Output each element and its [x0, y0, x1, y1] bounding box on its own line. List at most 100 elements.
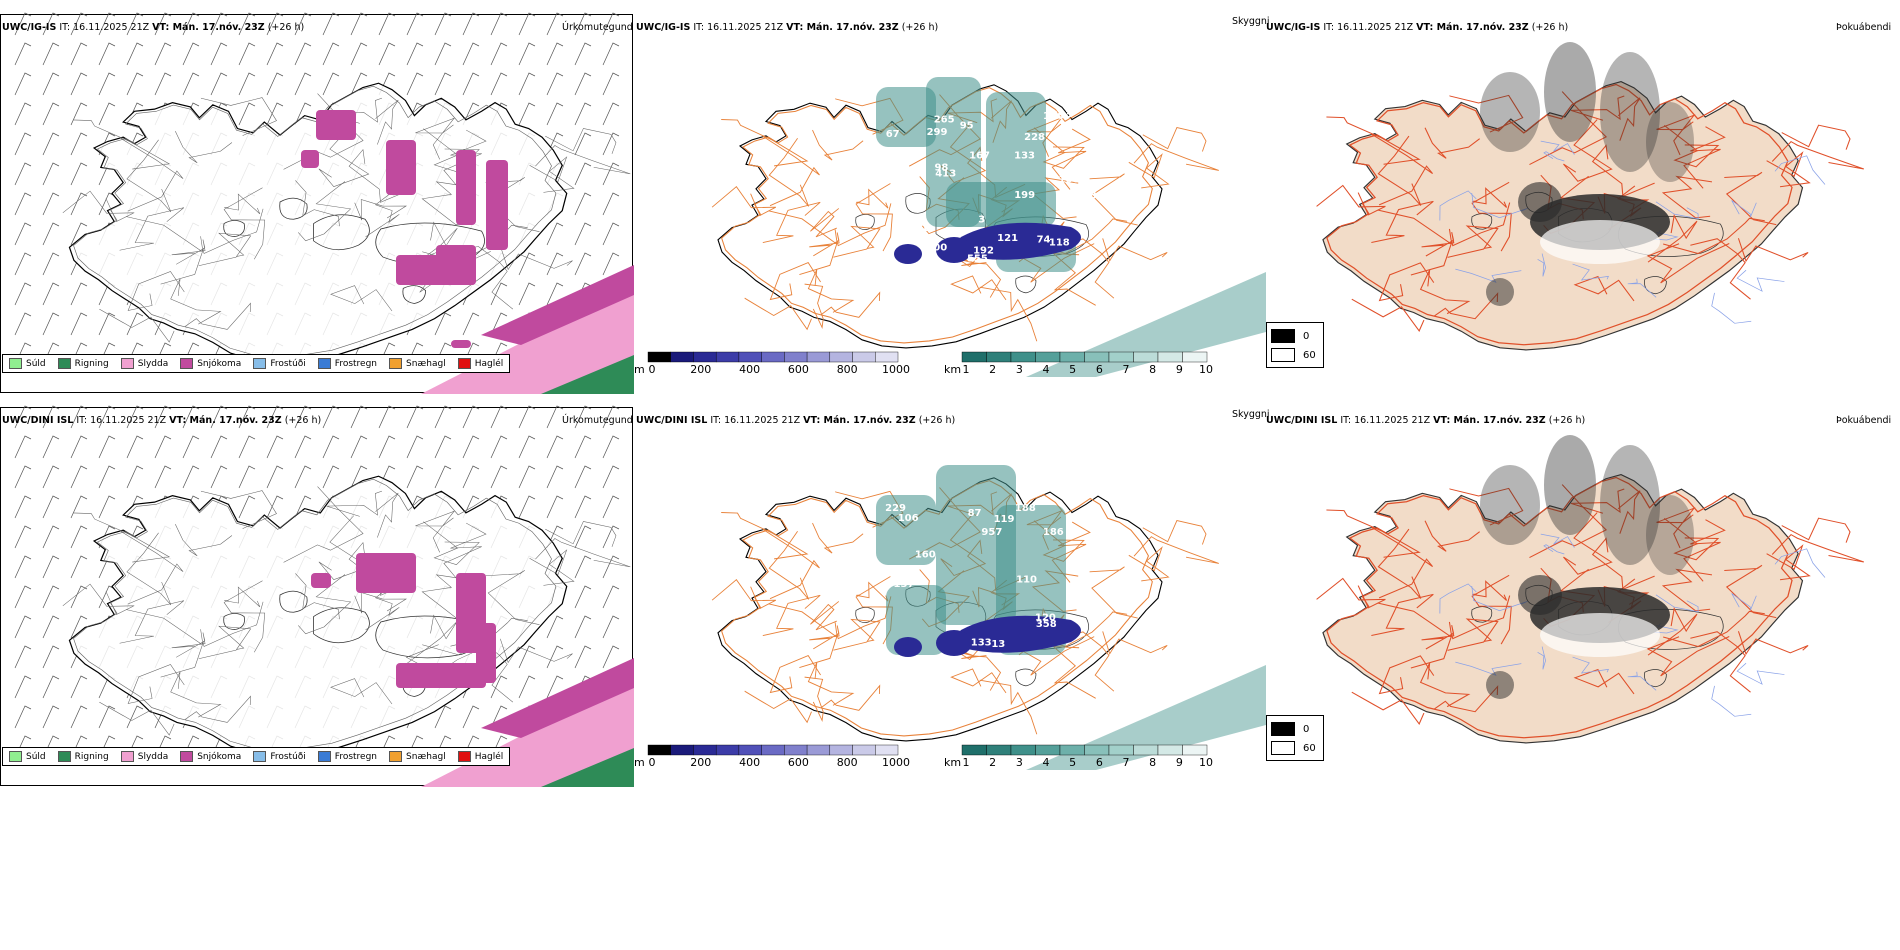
lead-time: (+26 h)	[918, 415, 956, 426]
road-line	[529, 549, 575, 586]
wind-barb	[518, 282, 536, 306]
road-line	[1142, 520, 1207, 545]
river-line	[1572, 263, 1610, 281]
wind-barb	[434, 42, 452, 66]
wind-barb	[154, 465, 172, 489]
wind-barb	[14, 585, 32, 609]
road-line	[721, 119, 809, 167]
road-line	[1646, 243, 1730, 284]
wind-barb	[14, 645, 32, 669]
road-line	[126, 609, 204, 678]
road-line	[415, 117, 455, 160]
wind-barb	[350, 405, 368, 429]
ceiling-value-label: 118	[1049, 238, 1070, 249]
wind-barb	[98, 12, 116, 36]
road-line	[1377, 135, 1422, 206]
wind-barb	[462, 72, 480, 96]
wind-barb	[42, 555, 60, 579]
wind-barb	[602, 162, 620, 186]
wind-barb	[602, 192, 620, 216]
ceiling-value-label: 95	[960, 120, 974, 131]
wind-barb	[70, 162, 88, 186]
ceiling-value-label: 100	[1059, 175, 1080, 186]
road-line	[1563, 119, 1613, 182]
river-line	[1543, 544, 1565, 555]
road-line	[375, 492, 399, 538]
wind-barb	[210, 12, 228, 36]
ceiling-tick: 200	[690, 756, 712, 769]
visibility-tick: 5	[1069, 756, 1077, 769]
wind-barb	[42, 525, 60, 549]
wind-barb	[42, 435, 60, 459]
wind-barb	[42, 615, 60, 639]
road-line	[1128, 153, 1170, 189]
road-line	[855, 183, 893, 252]
road-line	[812, 522, 864, 554]
wind-barb	[602, 465, 620, 489]
visibility-tick: 9	[1175, 363, 1183, 376]
road-line	[1133, 143, 1219, 171]
wind-barb	[14, 435, 32, 459]
river-line	[1543, 151, 1565, 162]
ceiling-value-label: 265	[934, 115, 955, 126]
road-line	[1591, 537, 1655, 591]
wind-barb	[574, 585, 592, 609]
wind-barb	[350, 42, 368, 66]
model-name: UWC/IG-IS	[2, 22, 57, 33]
river-line	[1439, 190, 1477, 221]
wind-barb	[154, 42, 172, 66]
wind-barb	[518, 435, 536, 459]
legend-item: Haglél	[457, 358, 503, 369]
wind-barb	[574, 645, 592, 669]
ring-road	[1326, 476, 1793, 739]
fog-area	[1518, 182, 1562, 222]
fog-legend-label: 0	[1303, 723, 1310, 735]
lead-time: (+26 h)	[1548, 415, 1586, 426]
wind-barb	[42, 282, 60, 306]
road-line	[223, 580, 266, 653]
ceiling-colorbar	[647, 351, 899, 363]
river-line	[1540, 140, 1575, 155]
wind-barb	[98, 705, 116, 729]
road-line	[807, 269, 855, 313]
road-line	[1690, 631, 1751, 693]
road-line	[961, 655, 1002, 691]
ceiling-value-label: 413	[935, 169, 956, 180]
wind-barb	[518, 252, 536, 276]
wind-barb	[322, 72, 340, 96]
road-line	[979, 679, 1038, 735]
lead-time: (+26 h)	[901, 22, 939, 33]
road-line	[1724, 564, 1777, 619]
road-line	[415, 510, 455, 553]
wind-barb	[70, 675, 88, 699]
wind-barb	[126, 12, 144, 36]
wind-barb	[14, 102, 32, 126]
road-line	[820, 291, 881, 318]
valid-time: VT: Mán. 17.nóv. 23Z	[786, 22, 899, 33]
visibility-tick: 3	[1015, 363, 1023, 376]
wind-barb	[490, 12, 508, 36]
visibility-unit: km	[944, 756, 962, 769]
init-time: IT: 16.11.2025 21Z	[1340, 415, 1431, 426]
snow-area	[316, 110, 356, 140]
road-line	[423, 128, 480, 172]
wind-barb	[14, 405, 32, 429]
visibility-tick: 1	[962, 756, 970, 769]
wind-barb	[518, 465, 536, 489]
wind-barb	[126, 465, 144, 489]
wind-barb	[602, 42, 620, 66]
wind-barb	[546, 12, 564, 36]
road-line	[833, 618, 881, 651]
road-line	[295, 180, 340, 227]
wind-barb	[238, 435, 256, 459]
wind-barb	[546, 465, 564, 489]
wind-barb	[14, 282, 32, 306]
ceiling-value-label: 74	[1037, 234, 1051, 245]
legend-swatch	[9, 358, 22, 369]
panel-title: Þokuábendi	[1836, 415, 1892, 426]
visibility-tick: 7	[1122, 363, 1130, 376]
wind-barb	[42, 42, 60, 66]
snow-area	[311, 573, 331, 588]
road-line	[354, 199, 408, 221]
ceiling-value-label: 136	[1043, 111, 1064, 122]
